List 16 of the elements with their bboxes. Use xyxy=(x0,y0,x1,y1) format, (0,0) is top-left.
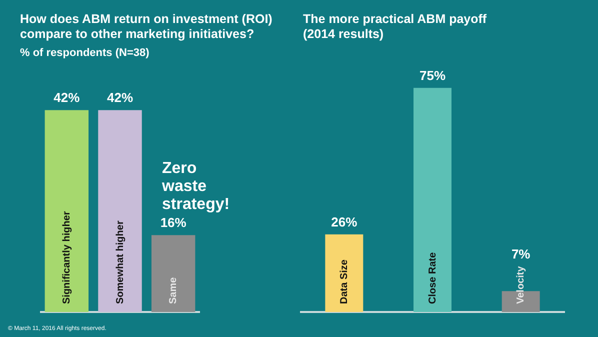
data-label: 16% xyxy=(160,215,187,230)
data-label: 42% xyxy=(54,90,80,106)
x-tick-label: Data Size xyxy=(338,259,350,304)
x-tick-label: Significantly higher xyxy=(61,211,72,304)
chart-title: The more practical ABM payoff (2014 results) xyxy=(303,12,488,42)
data-label: 42% xyxy=(106,90,134,106)
x-tick-label: Somewhat higher xyxy=(114,220,126,304)
annotation: Zero waste strategy! xyxy=(162,160,231,214)
data-label: 7% xyxy=(511,246,531,262)
data-label: 26% xyxy=(331,214,358,230)
data-label: 75% xyxy=(419,68,446,84)
chart-title: How does ABM return on investment (ROI) compare to other marketing initiatives? xyxy=(20,12,272,41)
x-tick-label: Close Rate xyxy=(427,252,438,304)
x-tick-label: Same xyxy=(168,276,180,304)
chart-subtitle: % of respondents (N=38) xyxy=(20,47,150,59)
x-tick-label: Velocity xyxy=(516,266,527,304)
